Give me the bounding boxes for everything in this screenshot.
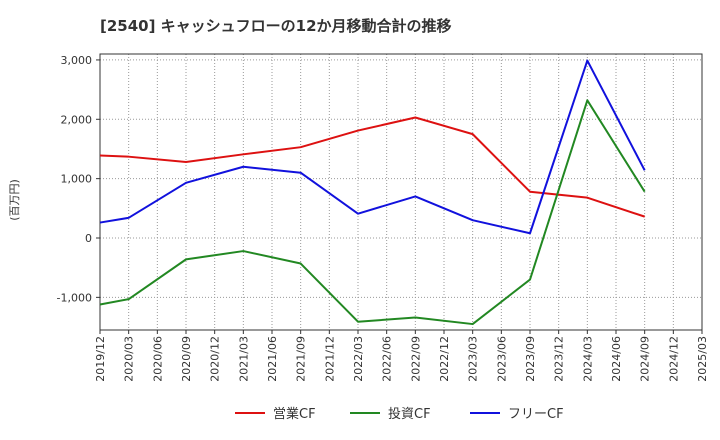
x-tick-label: 2020/03: [123, 336, 136, 382]
grid: [100, 54, 702, 330]
y-tick-label: -1,000: [57, 291, 92, 304]
x-tick-label: 2022/12: [438, 336, 451, 382]
legend-label: フリーCF: [508, 407, 564, 422]
plot-frame: [99, 53, 703, 331]
y-tick-label: 0: [85, 232, 92, 245]
y-tick-label: 3,000: [61, 54, 93, 67]
legend-label: 投資CF: [388, 406, 431, 422]
x-tick-label: 2023/12: [553, 336, 566, 382]
x-tick-label: 2025/03: [696, 336, 709, 382]
series-line-営業CF: [99, 116, 645, 218]
y-tick-label: 2,000: [61, 113, 93, 126]
series-line-フリーCF: [99, 59, 646, 235]
y-axis-label: (百万円): [8, 179, 21, 221]
x-tick-label: 2019/12: [94, 336, 107, 382]
x-tick-label: 2020/09: [180, 336, 193, 382]
x-tick-label: 2021/12: [323, 336, 336, 382]
x-tick-label: 2022/09: [409, 336, 422, 382]
x-tick-label: 2022/06: [381, 336, 394, 382]
legend: 営業CF 投資CF フリーCF: [235, 406, 564, 422]
series-line-投資CF: [99, 99, 646, 326]
series-lines: [99, 59, 646, 326]
x-tick-label: 2023/06: [495, 336, 508, 382]
x-tick-label: 2020/06: [151, 336, 164, 382]
x-tick-label: 2024/06: [610, 336, 623, 382]
x-axis-ticks: 2019/12 2020/03 2020/06 2020/09 2020/12 2021/…: [94, 330, 709, 382]
x-tick-label: 2021/09: [295, 336, 308, 382]
x-tick-label: 2021/06: [266, 336, 279, 382]
x-tick-label: 2024/09: [639, 336, 652, 382]
x-tick-label: 2023/03: [467, 336, 480, 382]
x-tick-label: 2022/03: [352, 336, 365, 382]
y-tick-label: 1,000: [61, 173, 93, 186]
legend-label: 営業CF: [273, 406, 316, 422]
y-axis-ticks: 3,000 2,000 1,000 0 -1,000: [57, 54, 100, 304]
x-tick-label: 2021/03: [237, 336, 250, 382]
chart-title: [2540] キャッシュフローの12か月移動合計の推移: [100, 17, 452, 35]
x-tick-label: 2024/03: [581, 336, 594, 382]
x-tick-label: 2023/09: [524, 336, 537, 382]
x-tick-label: 2024/12: [667, 336, 680, 382]
x-tick-label: 2020/12: [209, 336, 222, 382]
